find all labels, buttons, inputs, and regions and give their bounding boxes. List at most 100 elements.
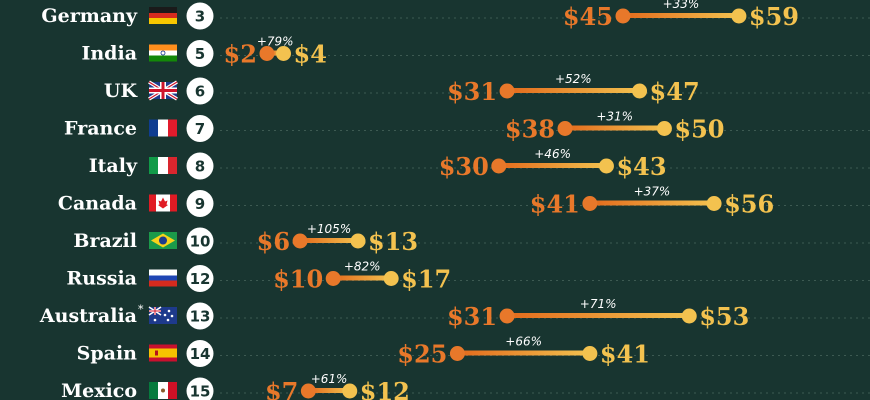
start-point: [615, 8, 631, 24]
country-label: Mexico: [61, 380, 137, 400]
start-value-label: $38: [505, 115, 555, 144]
germany-flag-icon: [149, 7, 177, 24]
rank-badge: [186, 190, 214, 217]
dumbbell-bar: [623, 13, 739, 18]
dumbbell-bar: [333, 275, 392, 281]
start-value-label: $45: [563, 2, 613, 31]
end-value-label: $43: [616, 152, 666, 181]
france-flag-icon: [149, 119, 177, 137]
flag-part: [149, 280, 177, 287]
flag-part: [149, 119, 158, 137]
chart-row: Brazil 10 $6 $13 +105%: [73, 222, 870, 256]
country-label: Brazil: [73, 230, 137, 252]
country-label: Russia: [66, 268, 137, 290]
rank-badge: [186, 77, 214, 105]
dumbbell-bar: [565, 125, 665, 131]
flag-part: [149, 310, 161, 312]
end-point: [731, 8, 747, 24]
start-value-label: $41: [530, 190, 580, 219]
start-value-label: $31: [447, 302, 497, 331]
end-value-label: $50: [674, 115, 724, 144]
rank-badge: [186, 377, 214, 400]
end-value-label: $59: [749, 2, 799, 31]
flag-part: [167, 309, 171, 313]
end-point: [632, 83, 648, 99]
rank-badge: [186, 2, 214, 30]
country-label: France: [64, 118, 137, 140]
flag-part: [149, 344, 177, 349]
chart-row: Spain 14 $25 $41 +66%: [77, 335, 870, 369]
change-label: +33%: [663, 0, 700, 11]
chart-row: Italy 8 $30 $43 +46%: [89, 147, 870, 181]
canada-flag-icon: [149, 194, 177, 212]
rank-number: 13: [190, 308, 211, 326]
start-point: [325, 271, 341, 286]
india-flag-icon: [149, 44, 177, 62]
start-point: [449, 346, 465, 361]
flag-part: [159, 236, 167, 245]
chart-row: UK 6 $31 $47 +52%: [104, 72, 870, 106]
rank-number: 10: [190, 233, 211, 251]
start-value-label: $10: [273, 265, 323, 294]
dumbbell-bar: [589, 200, 715, 206]
italy-flag-icon: [149, 157, 177, 174]
rank-badge: [186, 227, 214, 255]
rank-badge: [186, 115, 214, 142]
dumbbell-bar: [498, 163, 607, 168]
rank-number: 3: [195, 8, 205, 26]
country-label: Canada: [58, 193, 137, 215]
flag-part: [158, 119, 168, 137]
rank-number: 6: [195, 83, 205, 101]
dumbbell-bar: [457, 350, 590, 356]
flag-part: [149, 13, 177, 18]
start-point: [259, 46, 275, 61]
end-point: [383, 271, 399, 286]
change-label: +105%: [307, 222, 351, 236]
brazil-flag-icon: [149, 232, 177, 249]
change-label: +46%: [534, 147, 571, 161]
rank-number: 12: [190, 270, 211, 288]
flag-part: [170, 194, 177, 212]
flag-part: [153, 318, 157, 322]
flag-part: [149, 50, 177, 56]
dumbbell-bar: [507, 88, 640, 93]
flag-part: [149, 55, 177, 62]
chart-row: Russia 12 $10 $17 +82%: [66, 260, 870, 294]
flag-part: [170, 314, 174, 318]
end-point: [582, 346, 598, 361]
start-value-label: $31: [447, 77, 497, 106]
start-point: [557, 121, 573, 136]
country-label: Australia: [39, 305, 137, 327]
end-value-label: $47: [650, 77, 700, 106]
country-label: Germany: [41, 5, 138, 27]
flag-part: [149, 89, 177, 92]
end-point: [350, 233, 366, 249]
footnote-marker: *: [138, 303, 144, 316]
dumbbell-bar: [266, 50, 284, 56]
flag-part: [149, 7, 177, 13]
start-point: [300, 383, 316, 399]
chart-row: Canada 9 $41 $56 +37%: [58, 185, 870, 219]
rank-number: 7: [195, 120, 205, 138]
rank-badge: [186, 152, 214, 180]
chart-row: France 7 $38 $50 +31%: [64, 110, 870, 144]
start-value-label: $7: [265, 377, 298, 400]
country-label: UK: [104, 80, 139, 102]
end-value-label: $56: [724, 190, 774, 219]
end-value-label: $53: [699, 302, 749, 331]
end-value-label: $41: [600, 340, 650, 369]
rank-number: 14: [190, 345, 211, 363]
flag-part: [149, 44, 177, 51]
change-label: +79%: [257, 35, 294, 49]
change-label: +61%: [311, 372, 348, 386]
flag-part: [158, 157, 168, 174]
chart-row: Australia * 13 $31 $53 +71%: [39, 297, 870, 331]
rank-number: 8: [195, 158, 205, 176]
start-value-label: $25: [397, 340, 447, 369]
flag-part: [149, 157, 158, 174]
chart-row: Mexico 15 $7 $12 +61%: [61, 372, 870, 400]
flag-part: [160, 50, 166, 56]
flag-part: [166, 318, 170, 322]
rank-badge: [186, 302, 214, 330]
end-value-label: $13: [368, 227, 418, 256]
